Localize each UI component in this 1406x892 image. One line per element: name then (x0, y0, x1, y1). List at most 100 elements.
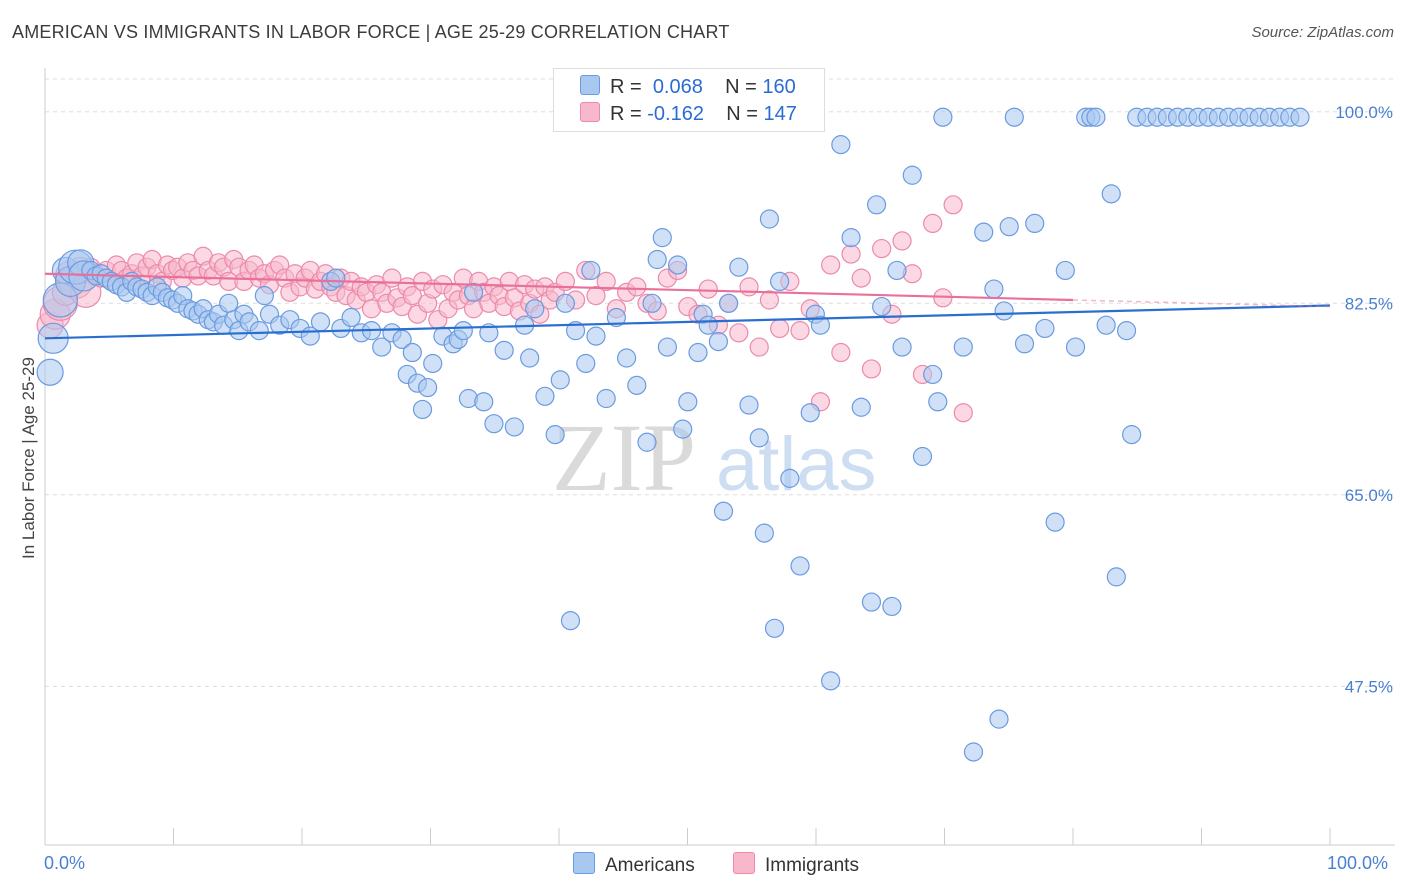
immigrants-point (749, 337, 769, 357)
immigrants-point (729, 323, 749, 343)
americans-point (36, 358, 64, 386)
y-axis-title: In Labor Force | Age 25-29 (19, 357, 38, 559)
americans-point (535, 386, 555, 406)
americans-point (673, 419, 693, 439)
americans-point (872, 296, 892, 317)
americans-point (989, 709, 1009, 729)
americans-point (1122, 425, 1142, 445)
americans-point (719, 293, 739, 313)
immigrants-point (923, 213, 943, 233)
americans-point (525, 299, 545, 319)
bottom-legend-immigrants: Immigrants (733, 852, 859, 877)
immigrants-trend-extension (1072, 299, 1331, 308)
americans-point (616, 348, 637, 368)
americans-point (851, 397, 871, 417)
americans-point (770, 271, 790, 292)
americans-point (504, 417, 524, 437)
americans-point (688, 342, 708, 363)
x-tick-label-max: 100.0% (1327, 853, 1389, 873)
americans-point (800, 403, 820, 423)
americans-point (642, 293, 662, 313)
legend-r-label-2: R = (610, 103, 642, 125)
americans-point (882, 596, 902, 617)
americans-point (1045, 512, 1065, 532)
immigrants-point (943, 195, 963, 215)
bottom-americans-label: Americans (605, 855, 695, 876)
americans-point (545, 425, 565, 445)
trend-lines (44, 272, 1331, 340)
americans-point (1116, 321, 1137, 341)
americans-point (902, 165, 922, 185)
americans-point (576, 353, 596, 374)
americans-point (928, 392, 948, 412)
americans-point (1065, 337, 1086, 357)
americans-point (627, 375, 647, 395)
americans-point (652, 228, 672, 248)
americans-point (1290, 107, 1310, 127)
bottom-legend-americans: Americans (573, 852, 695, 877)
americans-point (418, 377, 438, 398)
americans-point (412, 399, 433, 420)
immigrants-swatch (580, 102, 600, 122)
immigrants-point (586, 286, 606, 306)
americans-point (463, 282, 484, 302)
americans-point (739, 395, 759, 415)
bottom-immigrants-swatch (733, 852, 755, 874)
watermark-zip: ZIP (552, 404, 696, 511)
americans-point (759, 209, 780, 229)
americans-point (606, 307, 626, 328)
americans-point (479, 323, 499, 343)
americans-point (831, 135, 851, 155)
americans-point (586, 326, 606, 346)
americans-point (713, 501, 734, 521)
americans-point (892, 337, 912, 357)
americans-point (698, 315, 718, 335)
source-label: Source: ZipAtlas.com (1251, 24, 1394, 41)
bottom-americans-swatch (573, 852, 595, 874)
americans-point (596, 388, 616, 409)
americans-point (810, 315, 831, 335)
americans-point (341, 307, 361, 328)
americans-n-value: 160 (762, 76, 796, 98)
americans-point (310, 312, 331, 332)
y-tick-label-3: 47.5% (1345, 677, 1393, 696)
x-tick-label-min: 0.0% (44, 853, 86, 873)
americans-point (994, 301, 1014, 321)
americans-point (953, 337, 973, 357)
immigrants-point (790, 321, 810, 341)
immigrants-point (851, 268, 871, 288)
americans-point (861, 592, 882, 612)
americans-point (474, 392, 494, 412)
grid-lines (45, 78, 1395, 687)
watermark-atlas: atlas (716, 422, 877, 507)
immigrants-trend-line (44, 272, 1074, 302)
legend-n-label: N = (725, 76, 757, 98)
immigrants-point (759, 290, 780, 310)
americans-point (254, 286, 274, 306)
americans-point (560, 611, 581, 631)
x-ticks (44, 828, 1331, 845)
immigrants-point (770, 318, 790, 339)
americans-point (484, 414, 504, 434)
americans-point (841, 228, 861, 248)
americans-point (550, 370, 570, 390)
americans-point (372, 337, 392, 357)
y-tick-label-0: 100.0% (1335, 103, 1393, 122)
americans-point (494, 340, 514, 360)
americans-point (219, 293, 239, 313)
americans-point (912, 446, 933, 467)
immigrants-point (402, 286, 422, 306)
americans-point (923, 364, 943, 385)
immigrants-point (831, 342, 851, 363)
americans-point (729, 257, 749, 277)
americans-point (887, 260, 907, 281)
americans-point (1055, 260, 1075, 281)
immigrants-n-value: 147 (763, 103, 797, 125)
legend-row-americans: R = 0.068 N = 160 (580, 75, 796, 101)
y-tick-labels: 100.0% 82.5% 65.0% 47.5% (1335, 103, 1393, 697)
americans-point (657, 337, 677, 357)
legend-row-immigrants: R = -0.162 N = 147 (580, 102, 797, 128)
americans-point (249, 321, 269, 341)
americans-point (780, 468, 800, 488)
